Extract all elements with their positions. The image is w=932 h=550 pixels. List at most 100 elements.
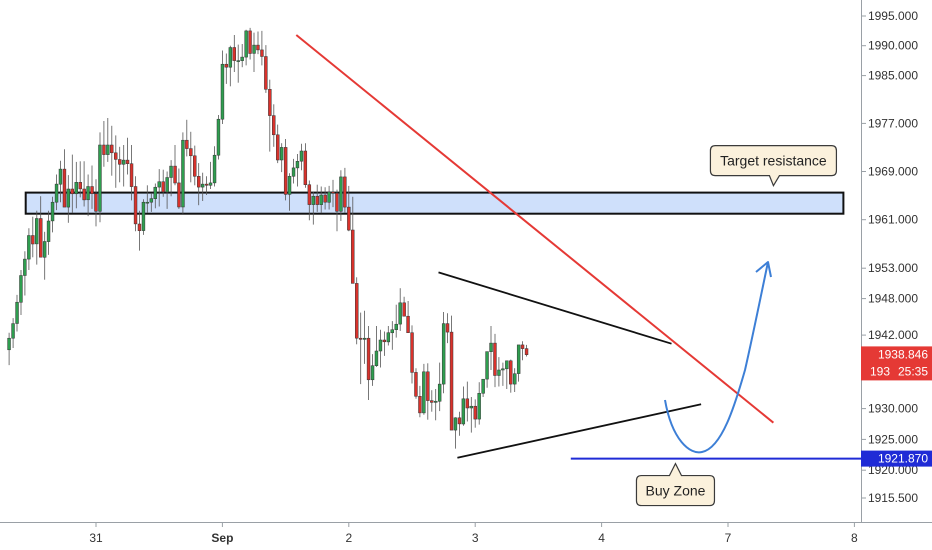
candle-body-down — [90, 186, 94, 194]
candle-body-down — [78, 182, 82, 190]
candle-body-up — [295, 161, 300, 169]
candle — [276, 124, 280, 164]
candle-body-up — [7, 337, 11, 351]
resistance-zone[interactable] — [24, 191, 845, 215]
time-axis[interactable]: 31 Sep 2 3 4 7 8 — [89, 522, 858, 545]
candle — [62, 149, 67, 208]
candle — [106, 118, 110, 162]
candle-body-up — [370, 365, 375, 381]
candle — [240, 44, 244, 68]
candle-body-down — [197, 176, 201, 188]
candle — [295, 154, 300, 187]
candle-body-up — [216, 118, 221, 156]
candle-body-up — [240, 56, 244, 61]
candle-body-up — [23, 258, 27, 276]
candle — [422, 363, 426, 415]
candle — [461, 386, 466, 426]
candle-body-up — [287, 176, 292, 195]
candle — [27, 228, 31, 270]
candle-body-down — [264, 56, 268, 90]
candle-body-up — [200, 183, 205, 188]
candle — [453, 417, 458, 449]
price-tick-label: 1915.500 — [868, 491, 918, 505]
candle — [366, 326, 371, 400]
candle — [291, 158, 296, 184]
candle-body-up — [441, 323, 446, 385]
candle — [319, 186, 323, 214]
candle-body-down — [283, 147, 288, 195]
candle-body-up — [513, 373, 517, 385]
candle-body-down — [94, 193, 98, 212]
candle — [355, 277, 359, 345]
candle-body-up — [481, 378, 485, 394]
candle-body-down — [161, 181, 165, 193]
candle — [513, 368, 517, 392]
price-axis[interactable]: 1995.000 1990.000 1985.000 1977.000 1969.000… — [861, 9, 918, 505]
candle — [303, 143, 308, 188]
candle — [157, 169, 161, 207]
candle — [264, 45, 268, 93]
candle-body-up — [141, 201, 146, 231]
candle-body-down — [406, 315, 410, 333]
candle — [520, 341, 525, 361]
candle — [208, 161, 213, 189]
candle-body-up — [339, 176, 343, 212]
candle-body-down — [307, 184, 312, 205]
candle-body-down — [382, 339, 387, 343]
candle-body-up — [394, 323, 398, 330]
candle-body-down — [102, 144, 106, 155]
candle — [445, 313, 450, 344]
candle-body-up — [42, 241, 47, 258]
candle — [509, 359, 513, 393]
candle-body-down — [410, 332, 414, 373]
candle — [437, 362, 442, 412]
candle — [248, 27, 252, 60]
candle-body-down — [62, 168, 67, 208]
candle — [228, 45, 233, 87]
candle-body-down — [520, 344, 525, 349]
candle — [358, 312, 363, 385]
candle-body-up — [220, 63, 225, 120]
buy-zone-bubble — [635, 462, 716, 507]
candle-body-up — [390, 329, 394, 334]
candle — [50, 196, 55, 233]
price-tick-label: 1990.000 — [868, 39, 918, 53]
triangle-upper-line[interactable] — [438, 271, 672, 345]
current-price-badge-box — [861, 346, 932, 381]
target-resistance-callout[interactable]: Target resistance — [709, 145, 838, 188]
candle-body-down — [366, 337, 371, 381]
drawing-layer — [295, 34, 861, 460]
candle — [351, 196, 355, 284]
triangle-lower-line[interactable] — [457, 403, 702, 459]
candle — [426, 363, 430, 420]
candlestick-series — [7, 27, 529, 449]
candle-body-down — [268, 89, 272, 116]
downtrend-line[interactable] — [295, 34, 775, 424]
candle — [299, 143, 304, 171]
candle — [307, 180, 312, 221]
candle-body-down — [414, 372, 418, 397]
candle — [418, 385, 422, 418]
candle-body-up — [181, 139, 185, 208]
drawing-layer-back — [24, 191, 845, 215]
candle — [15, 294, 19, 332]
candle-body-up — [50, 201, 55, 222]
candle — [505, 360, 509, 389]
candle — [469, 397, 473, 433]
candle-body-up — [291, 167, 296, 177]
buy-zone-callout[interactable]: Buy Zone — [635, 462, 716, 507]
candle — [177, 168, 181, 209]
price-tick-label: 1925.000 — [868, 432, 918, 446]
candle — [169, 160, 173, 197]
candle — [54, 174, 59, 211]
candle-body-up — [422, 371, 426, 414]
candle — [165, 171, 169, 209]
candle-body-down — [177, 182, 181, 208]
candle — [497, 357, 501, 387]
candle — [457, 411, 462, 436]
projection-path[interactable] — [664, 261, 769, 454]
candle-body-up — [66, 188, 71, 208]
candle — [402, 296, 406, 317]
